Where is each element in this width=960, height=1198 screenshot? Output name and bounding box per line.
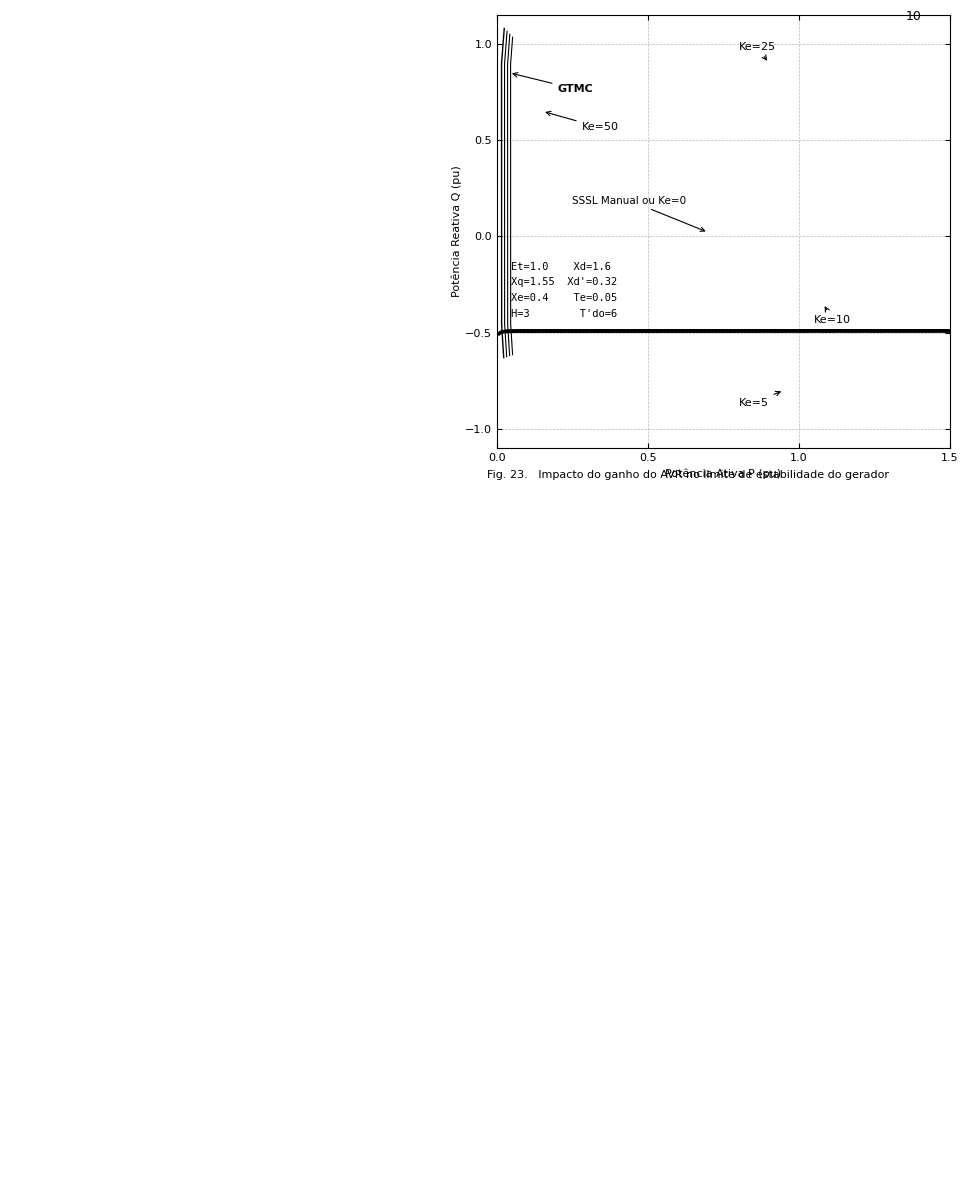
Text: Fig. 23.   Impacto do ganho do AVR no limite de estabilidade do gerador: Fig. 23. Impacto do ganho do AVR no limi…	[488, 470, 889, 479]
Text: Ke=50: Ke=50	[546, 111, 618, 133]
Text: 10: 10	[905, 10, 922, 23]
Text: Ke=5: Ke=5	[738, 392, 780, 407]
Text: Et=1.0    Xd=1.6
Xq=1.55  Xd'=0.32
Xe=0.4    Te=0.05
H=3        T'do=6: Et=1.0 Xd=1.6 Xq=1.55 Xd'=0.32 Xe=0.4 Te…	[511, 262, 617, 319]
Text: SSSL Manual ou Ke=0: SSSL Manual ou Ke=0	[572, 195, 705, 231]
Text: Ke=25: Ke=25	[738, 42, 776, 60]
Y-axis label: Potência Reativa Q (pu): Potência Reativa Q (pu)	[452, 165, 463, 297]
Text: GTMC: GTMC	[513, 73, 593, 93]
Text: Ke=10: Ke=10	[814, 307, 852, 325]
X-axis label: Potência Ativa P (pu): Potência Ativa P (pu)	[665, 468, 781, 479]
